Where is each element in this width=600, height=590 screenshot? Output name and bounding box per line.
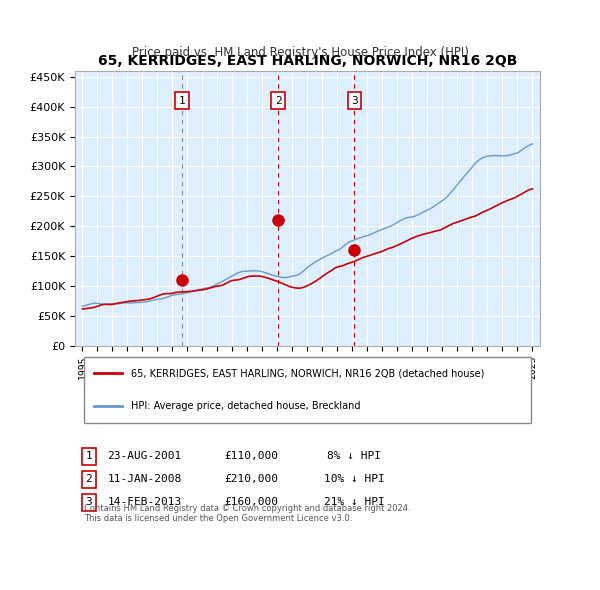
Text: 1: 1	[86, 451, 92, 461]
Text: 1: 1	[179, 96, 185, 106]
Text: 14-FEB-2013: 14-FEB-2013	[107, 497, 182, 507]
Text: 23-AUG-2001: 23-AUG-2001	[107, 451, 182, 461]
Text: £160,000: £160,000	[224, 497, 278, 507]
Text: 10% ↓ HPI: 10% ↓ HPI	[323, 474, 385, 484]
Text: 8% ↓ HPI: 8% ↓ HPI	[327, 451, 381, 461]
FancyBboxPatch shape	[84, 356, 531, 422]
Text: 2: 2	[275, 96, 281, 106]
Text: Price paid vs. HM Land Registry's House Price Index (HPI): Price paid vs. HM Land Registry's House …	[131, 46, 469, 59]
Title: 65, KERRIDGES, EAST HARLING, NORWICH, NR16 2QB: 65, KERRIDGES, EAST HARLING, NORWICH, NR…	[98, 54, 517, 68]
Text: 11-JAN-2008: 11-JAN-2008	[107, 474, 182, 484]
Text: HPI: Average price, detached house, Breckland: HPI: Average price, detached house, Brec…	[131, 401, 360, 411]
Text: 3: 3	[351, 96, 358, 106]
Text: 21% ↓ HPI: 21% ↓ HPI	[323, 497, 385, 507]
Text: 3: 3	[86, 497, 92, 507]
Text: £210,000: £210,000	[224, 474, 278, 484]
Text: 65, KERRIDGES, EAST HARLING, NORWICH, NR16 2QB (detached house): 65, KERRIDGES, EAST HARLING, NORWICH, NR…	[131, 368, 484, 378]
Text: 2: 2	[86, 474, 92, 484]
Text: £110,000: £110,000	[224, 451, 278, 461]
Text: Contains HM Land Registry data © Crown copyright and database right 2024.
This d: Contains HM Land Registry data © Crown c…	[84, 504, 411, 523]
